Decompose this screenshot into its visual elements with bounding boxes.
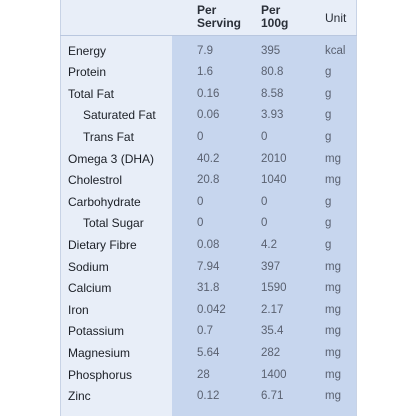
nutrient-name: Dietary Fibre bbox=[68, 237, 137, 252]
per-serving-value: 7.9 bbox=[197, 44, 213, 57]
per-100g-value: 282 bbox=[261, 346, 281, 359]
per-serving-value: 5.64 bbox=[197, 346, 220, 359]
per-serving-value: 0.12 bbox=[197, 390, 220, 403]
table-row: Total Sugar 0 0 g bbox=[60, 213, 357, 235]
table-row: Zinc 0.12 6.71 mg bbox=[60, 386, 357, 408]
per-serving-value: 28 bbox=[197, 368, 210, 381]
per-100g-value: 1590 bbox=[261, 282, 287, 295]
per-100g-value: 3.93 bbox=[261, 109, 284, 122]
unit-value: mg bbox=[325, 282, 341, 295]
table-row: Cholestrol 20.8 1040 mg bbox=[60, 170, 357, 192]
per-100g-value: 35.4 bbox=[261, 325, 284, 338]
header-per-100g: Per 100g bbox=[261, 3, 289, 30]
per-serving-value: 1.6 bbox=[197, 66, 213, 79]
unit-value: g bbox=[325, 238, 332, 251]
unit-value: mg bbox=[325, 260, 341, 273]
nutrient-name: Protein bbox=[68, 65, 107, 80]
unit-value: mg bbox=[325, 346, 341, 359]
unit-value: mg bbox=[325, 174, 341, 187]
unit-value: mg bbox=[325, 303, 341, 316]
table-row: Saturated Fat 0.06 3.93 g bbox=[60, 105, 357, 127]
per-serving-value: 0 bbox=[197, 217, 204, 230]
per-serving-value: 0.042 bbox=[197, 303, 226, 316]
nutrient-name: Saturated Fat bbox=[83, 108, 156, 123]
unit-value: g bbox=[325, 87, 332, 100]
table-row: Potassium 0.7 35.4 mg bbox=[60, 321, 357, 343]
per-100g-value: 1040 bbox=[261, 174, 287, 187]
per-serving-value: 0.08 bbox=[197, 238, 220, 251]
header-per-serving: Per Serving bbox=[197, 3, 242, 30]
unit-value: mg bbox=[325, 390, 341, 403]
per-serving-value: 40.2 bbox=[197, 152, 220, 165]
nutrient-name: Iron bbox=[68, 302, 89, 317]
nutrient-name: Magnesium bbox=[68, 345, 131, 360]
per-100g-value: 0 bbox=[261, 195, 268, 208]
per-serving-value: 20.8 bbox=[197, 174, 220, 187]
per-100g-value: 1400 bbox=[261, 368, 287, 381]
table-row: Dietary Fibre 0.08 4.2 g bbox=[60, 235, 357, 257]
unit-value: mg bbox=[325, 368, 341, 381]
per-serving-value: 31.8 bbox=[197, 282, 220, 295]
nutrient-name: Calcium bbox=[68, 281, 112, 296]
table-row: Omega 3 (DHA) 40.2 2010 mg bbox=[60, 149, 357, 171]
table-row: Phosphorus 28 1400 mg bbox=[60, 365, 357, 387]
nutrient-name: Trans Fat bbox=[83, 129, 134, 144]
unit-value: kcal bbox=[325, 44, 346, 57]
table-row: Energy 7.9 395 kcal bbox=[60, 41, 357, 63]
per-100g-value: 2.17 bbox=[261, 303, 284, 316]
per-100g-value: 0 bbox=[261, 130, 268, 143]
per-100g-value: 395 bbox=[261, 44, 281, 57]
nutrient-name: Omega 3 (DHA) bbox=[68, 151, 155, 166]
per-100g-value: 80.8 bbox=[261, 66, 284, 79]
per-serving-value: 0 bbox=[197, 130, 204, 143]
table-row: Sodium 7.94 397 mg bbox=[60, 257, 357, 279]
unit-value: g bbox=[325, 66, 332, 79]
table-header: Per Serving Per 100g Unit bbox=[60, 0, 357, 36]
table-row: Total Fat 0.16 8.58 g bbox=[60, 84, 357, 106]
nutrient-name: Total Sugar bbox=[83, 216, 144, 231]
nutrient-name: Cholestrol bbox=[68, 173, 123, 188]
table-row: Carbohydrate 0 0 g bbox=[60, 192, 357, 214]
unit-value: mg bbox=[325, 325, 341, 338]
unit-value: g bbox=[325, 109, 332, 122]
nutrient-name: Sodium bbox=[68, 259, 109, 274]
per-100g-value: 4.2 bbox=[261, 238, 277, 251]
table-row: Magnesium 5.64 282 mg bbox=[60, 343, 357, 365]
per-serving-value: 0.06 bbox=[197, 109, 220, 122]
per-serving-value: 0.16 bbox=[197, 87, 220, 100]
unit-value: g bbox=[325, 195, 332, 208]
nutrient-name: Phosphorus bbox=[68, 367, 133, 382]
table-row: Protein 1.6 80.8 g bbox=[60, 62, 357, 84]
per-serving-value: 0 bbox=[197, 195, 204, 208]
unit-value: g bbox=[325, 130, 332, 143]
nutrient-name: Zinc bbox=[68, 389, 91, 404]
nutrient-name: Total Fat bbox=[68, 86, 115, 101]
per-100g-value: 2010 bbox=[261, 152, 287, 165]
per-100g-value: 8.58 bbox=[261, 87, 284, 100]
per-serving-value: 0.7 bbox=[197, 325, 213, 338]
nutrient-name: Carbohydrate bbox=[68, 194, 141, 209]
table-row: Calcium 31.8 1590 mg bbox=[60, 278, 357, 300]
per-100g-value: 0 bbox=[261, 217, 268, 230]
per-serving-value: 7.94 bbox=[197, 260, 220, 273]
table-row: Trans Fat 0 0 g bbox=[60, 127, 357, 149]
unit-value: g bbox=[325, 217, 332, 230]
header-unit: Unit bbox=[325, 11, 347, 25]
nutrient-name: Energy bbox=[68, 43, 107, 58]
value-columns-shade bbox=[172, 36, 356, 416]
per-100g-value: 397 bbox=[261, 260, 281, 273]
per-100g-value: 6.71 bbox=[261, 390, 284, 403]
table-row: Iron 0.042 2.17 mg bbox=[60, 300, 357, 322]
nutrient-name: Potassium bbox=[68, 324, 125, 339]
unit-value: mg bbox=[325, 152, 341, 165]
